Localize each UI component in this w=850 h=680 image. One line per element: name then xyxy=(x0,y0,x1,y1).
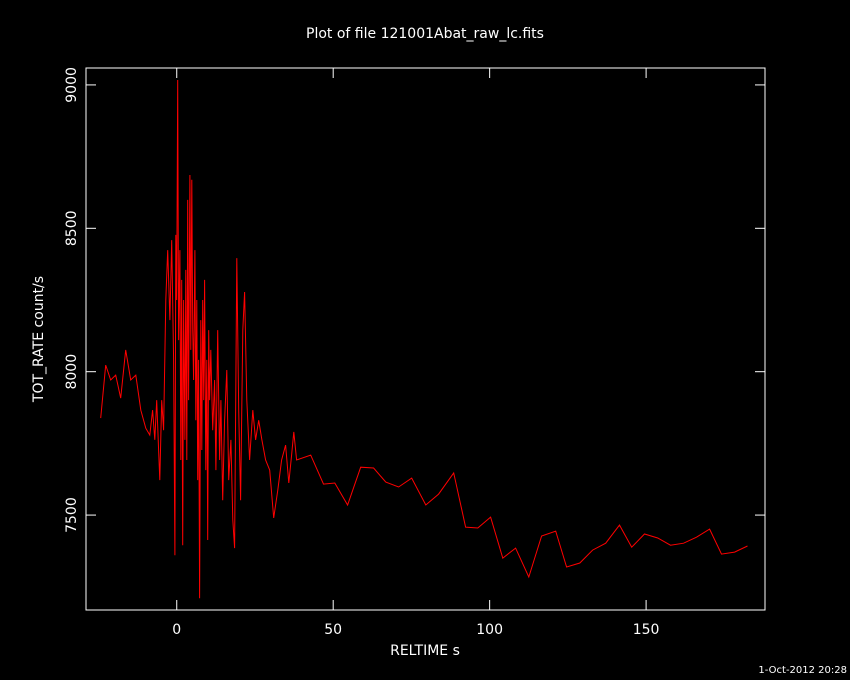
y-tick-label: 8500 xyxy=(64,210,80,246)
x-axis-label: RELTIME s xyxy=(390,643,460,659)
data-line xyxy=(100,79,748,599)
timestamp: 1-Oct-2012 20:28 xyxy=(758,665,847,676)
x-tick-label: 150 xyxy=(633,622,660,638)
chart-title: Plot of file 121001Abat_raw_lc.fits xyxy=(306,26,544,42)
y-tick-label: 7500 xyxy=(64,497,80,533)
x-tick-label: 0 xyxy=(172,622,181,638)
x-tick-label: 100 xyxy=(476,622,503,638)
y-tick-label: 8000 xyxy=(64,354,80,390)
x-tick-label: 50 xyxy=(324,622,342,638)
y-axis-label: TOT_RATE count/s xyxy=(31,276,47,403)
plot-frame xyxy=(85,67,766,611)
y-tick-label: 9000 xyxy=(64,67,80,103)
